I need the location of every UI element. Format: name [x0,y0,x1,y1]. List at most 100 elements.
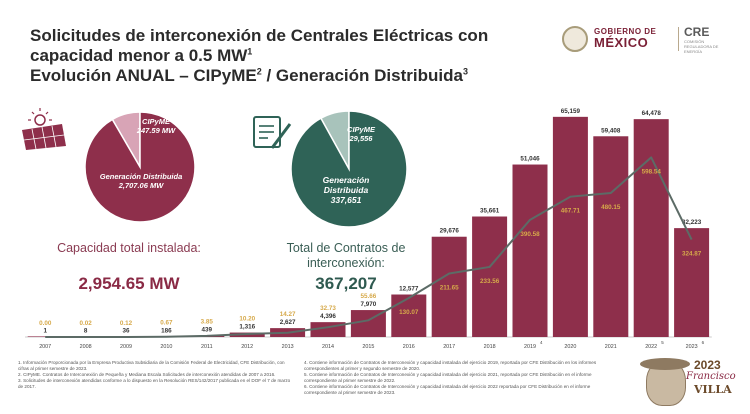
bar-label-2018: 35,661 [480,208,500,215]
eagle-seal-icon [562,26,588,52]
line-label-2021: 480.15 [601,204,621,211]
bar-2017 [431,236,467,337]
bar-2020 [552,116,588,338]
x-tick-2023: 2023 [686,344,698,350]
bar-label-2013: 2,627 [280,319,296,326]
gob-logo-line1: GOBIERNO DE [594,27,657,36]
pie2-cipyme-value: 29,556 [349,134,373,143]
bar-label-2022: 64,478 [642,110,662,117]
pie2-gd-name: Generación Distribuida [322,175,370,195]
bar-2021 [593,136,629,337]
contracts-caption: Total de Contratos de interconexión: [286,241,406,270]
solar-panel-icon [22,108,66,150]
line-label-2013: 14.27 [280,311,296,318]
pie2-slice-gd [290,110,408,228]
line-label-2016: 130.07 [399,309,419,316]
title-line-1: Solicitudes de interconexión de Centrale… [30,26,489,45]
title-sup-3: 3 [462,66,468,77]
x-tick-2016: 2016 [403,344,415,350]
villa-logo-name2: VILLA [694,383,732,396]
x-tick-2022: 2022 [645,344,657,350]
bar-label-2019: 51,046 [520,156,540,163]
line-label-2018: 233.56 [480,278,500,285]
capacity-caption: Capacidad total instalada: [57,241,201,255]
bar-label-2014: 4,396 [320,313,336,320]
bar-label-2012: 1,316 [239,324,255,331]
title-sup-2: 2 [256,66,262,77]
x-tick-2013: 2013 [282,344,294,350]
line-label-2017: 211.65 [440,285,459,292]
title-sup-1: 1 [247,46,253,57]
footnote-5: 5. Contiene información de Contratos de … [304,372,592,383]
x-tick-note-2019: 4 [540,340,543,345]
bar-label-2021: 59,408 [601,127,621,134]
line-label-2019: 390.58 [520,231,540,238]
villa-logo-year: 2023 [694,358,721,372]
x-tick-2021: 2021 [605,344,617,350]
line-label-2020: 467.71 [561,208,581,215]
title-line-3a: Evolución ANUAL – CIPyME [30,66,257,85]
pie2-cipyme-label: CIPyME 29,556 [336,125,386,143]
bar-2019 [512,164,548,337]
x-tick-2012: 2012 [241,344,253,350]
title-line-2: capacidad menor a 0.5 MW [30,46,248,65]
x-tick-2007: 2007 [39,344,51,350]
gobierno-mexico-logo: GOBIERNO DE MÉXICO [562,24,674,54]
bar-label-2023: 32,223 [682,219,702,226]
title-line-3b: / Generación Distribuida [261,66,463,85]
x-tick-2017: 2017 [443,344,455,350]
footnote-4: 4. Contiene información de Contratos de … [304,360,597,371]
pie2-gd-label: Generación Distribuida 337,651 [308,175,384,205]
pie1-gd-name: Generación Distribuida [99,172,183,181]
gob-logo-line2: MÉXICO [594,35,649,50]
contract-document-icon [253,116,292,149]
x-tick-2011: 2011 [201,344,213,350]
pie1-slice-gd [84,111,196,223]
bar-label-2007: 1 [43,327,47,334]
line-label-2015: 55.66 [361,293,377,300]
logo-divider [678,27,679,51]
bar-label-2011: 439 [202,327,213,334]
cre-logo: CRE COMISIÓN REGULADORA DE ENERGÍA [684,25,734,54]
line-label-2014: 32.73 [320,305,336,312]
capacity-total: 2,954.65 MW [78,274,180,293]
francisco-villa-2023-logo: 2023 Francisco VILLA [640,358,740,410]
bar-2016 [391,294,427,337]
page-title: Solicitudes de interconexión de Centrale… [30,26,500,86]
contracts-total: 367,207 [315,274,377,293]
bar-label-2020: 65,159 [561,108,581,115]
cre-logo-text: CRE [684,25,710,39]
bar-2022 [633,119,669,337]
footnotes-left: 1. Información Proporcionada por la Empr… [18,360,294,390]
footnote-3: 3. Solicitudes de interconexión atendida… [18,378,291,389]
line-label-2023: 324.87 [682,251,702,258]
line-label-2011: 3.85 [201,319,214,326]
pie1-cipyme-label: CIPyME 247.59 MW [128,117,184,135]
x-tick-note-2022: 5 [661,340,664,345]
bar-label-2017: 29,676 [440,228,460,235]
cre-logo-subtext: COMISIÓN REGULADORA DE ENERGÍA [684,39,719,54]
x-tick-2009: 2009 [120,344,132,350]
line-label-2008: 0.02 [79,320,92,327]
pie1-cipyme-name: CIPyME [142,117,170,126]
x-tick-note-2023: 6 [702,340,705,345]
x-tick-2008: 2008 [80,344,92,350]
x-tick-2014: 2014 [322,344,334,350]
line-label-2012: 10.20 [239,316,255,323]
footnote-6: 6. Contiene información de Contratos de … [304,384,591,395]
bar-2023 [674,228,710,337]
bar-label-2009: 36 [122,327,130,334]
x-tick-2020: 2020 [564,344,576,350]
bar-label-2010: 186 [161,327,172,334]
pie2-cipyme-name: CIPyME [347,125,375,134]
line-label-2009: 0.12 [120,320,133,327]
pie1-cipyme-value: 247.59 MW [136,126,176,135]
bar-label-2015: 7,970 [361,301,377,308]
x-tick-2018: 2018 [484,344,496,350]
line-label-2010: 0.67 [160,319,173,326]
footnotes-right: 4. Contiene información de Contratos de … [304,360,604,396]
capacity-trend-line [45,156,693,338]
capacity-pie [84,111,196,223]
